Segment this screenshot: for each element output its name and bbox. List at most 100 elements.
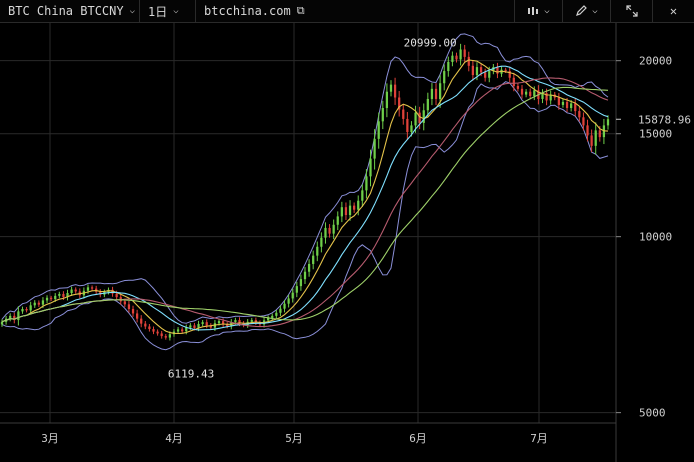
- candle-body: [336, 216, 339, 225]
- candle-body: [221, 321, 225, 325]
- candle-body: [291, 292, 294, 299]
- moving-average-line: [1, 59, 609, 334]
- candle-body: [283, 303, 286, 309]
- candle-body: [541, 93, 544, 99]
- candles: [0, 43, 610, 341]
- candle-body: [176, 329, 180, 332]
- candle-body: [17, 311, 20, 321]
- candle-body: [295, 286, 298, 293]
- candle-body: [205, 322, 208, 326]
- x-tick-label: 5月: [285, 432, 303, 445]
- interval-label: 1日: [148, 4, 168, 19]
- candle-body: [189, 325, 192, 328]
- candle-body: [385, 91, 389, 108]
- chart-grid: [0, 23, 617, 462]
- candle-body: [287, 298, 290, 304]
- candle-body: [299, 279, 303, 287]
- candle-body: [516, 86, 520, 89]
- candle-body: [565, 101, 569, 108]
- candle-body: [520, 88, 524, 95]
- candle-body: [152, 329, 155, 332]
- candle-body: [267, 317, 270, 321]
- candle-body: [557, 97, 560, 105]
- candle-body: [275, 312, 278, 316]
- candle-body: [164, 336, 167, 338]
- candle-body: [250, 320, 253, 322]
- candle-body: [41, 300, 45, 305]
- candle-body: [582, 117, 585, 126]
- candle-body: [353, 205, 356, 210]
- candle-body: [586, 125, 589, 136]
- candle-body: [410, 125, 413, 133]
- close-button[interactable]: ✕: [652, 0, 694, 22]
- moving-average-line: [1, 86, 609, 323]
- x-tick-label: 6月: [409, 432, 427, 445]
- draw-tool-button[interactable]: ⌵: [562, 0, 610, 22]
- candle-body: [561, 101, 565, 105]
- candle-body: [86, 287, 90, 291]
- candle-body: [303, 271, 307, 280]
- candle-body: [328, 227, 331, 234]
- candle-body: [135, 313, 139, 319]
- moving-average-line: [1, 77, 609, 328]
- y-tick-label: 10000: [639, 231, 672, 244]
- candle-body: [111, 289, 114, 294]
- candle-body: [254, 320, 257, 323]
- candle-body: [226, 324, 229, 327]
- candle-body: [529, 91, 532, 97]
- x-tick-label: 7月: [530, 432, 548, 445]
- candle-body: [598, 130, 601, 138]
- candle-body: [217, 321, 221, 324]
- expand-icon: [625, 5, 638, 17]
- candle-body: [463, 49, 466, 57]
- candle-body: [406, 118, 409, 133]
- y-tick-label: 20000: [639, 55, 672, 68]
- candle-body: [443, 71, 446, 84]
- candle-body: [545, 93, 548, 101]
- candle-body: [508, 71, 511, 78]
- candle-body: [62, 293, 65, 298]
- x-tick-label: 4月: [165, 432, 183, 445]
- fullscreen-button[interactable]: [610, 0, 652, 22]
- interval-selector[interactable]: 1日 ⌵: [140, 0, 196, 22]
- candle-body: [594, 130, 597, 146]
- candle-body: [209, 325, 212, 328]
- symbol-selector[interactable]: BTC China BTCCNY ⌵: [0, 0, 140, 22]
- candle-body: [475, 67, 479, 76]
- price-chart[interactable]: 5000 10000 15000 20000 15878.96 3月 4月 5月 6月 7月 2…: [0, 23, 694, 462]
- candle-body: [504, 69, 507, 72]
- candle-body: [533, 90, 536, 97]
- bollinger-lower: [1, 81, 609, 351]
- toolbar: BTC China BTCCNY ⌵ 1日 ⌵ btcchina.com ⧉ ⌵…: [0, 0, 694, 23]
- candle-body: [479, 67, 483, 73]
- candle-body: [377, 121, 380, 139]
- candle-body: [127, 304, 131, 310]
- candle-body: [459, 49, 462, 60]
- x-tick-label: 3月: [41, 432, 59, 445]
- candle-body: [484, 72, 487, 78]
- candle-body: [467, 56, 470, 66]
- candle-body: [33, 302, 36, 306]
- candle-body: [402, 109, 405, 119]
- source-label: btcchina.com: [204, 4, 291, 18]
- candle-body: [606, 119, 610, 126]
- candle-body: [414, 112, 417, 126]
- candle-body: [70, 289, 73, 293]
- candle-body: [316, 246, 319, 256]
- candle-body: [549, 94, 552, 101]
- candle-body: [58, 293, 61, 296]
- source-link[interactable]: btcchina.com ⧉: [196, 0, 313, 22]
- candle-body: [524, 91, 528, 95]
- candle-body: [373, 138, 376, 159]
- candle-body: [488, 71, 491, 78]
- y-tick-label: 15000: [639, 128, 672, 141]
- candle-body: [348, 205, 352, 216]
- candle-body: [455, 55, 458, 60]
- candle-body: [131, 309, 135, 314]
- annotation-high-label: 20999.00: [404, 36, 457, 49]
- chart-type-button[interactable]: ⌵: [514, 0, 562, 22]
- annotations: 20999.00 6119.43: [168, 36, 457, 380]
- candle-body: [197, 323, 200, 328]
- candle-body: [389, 84, 393, 92]
- candles-icon: [528, 7, 539, 15]
